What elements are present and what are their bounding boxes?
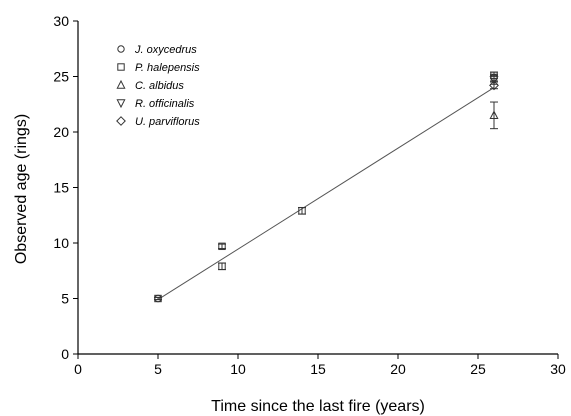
legend-marker-diamond <box>116 116 126 126</box>
axes: 0 5 10 15 20 25 30 0 5 10 15 20 25 30 <box>53 13 566 377</box>
y-tick-label: 10 <box>53 235 69 251</box>
data-point-diamond <box>489 80 499 91</box>
x-tick-label: 0 <box>74 361 82 377</box>
y-tick-label: 0 <box>61 346 69 362</box>
legend-marker-circle <box>117 45 125 53</box>
fit-line <box>157 87 495 301</box>
y-tick-label: 15 <box>53 180 69 196</box>
legend: J. oxycedrus P. halepensis C. albidus R. of… <box>116 44 200 128</box>
y-axis-title: Observed age (rings) <box>13 114 30 264</box>
x-tick-label: 5 <box>154 361 162 377</box>
legend-marker-triangle-down <box>116 99 126 109</box>
x-tick-label: 10 <box>230 361 246 377</box>
y-tick-label: 30 <box>53 13 69 29</box>
data-point-square <box>154 294 162 303</box>
legend-label: U. parviflorus <box>135 116 200 128</box>
data-points <box>154 71 499 303</box>
legend-label: C. albidus <box>135 80 184 92</box>
legend-label: R. officinalis <box>135 98 195 110</box>
legend-label: J. oxycedrus <box>134 44 197 56</box>
y-tick-label: 25 <box>53 69 69 85</box>
x-axis-title: Time since the last fire (years) <box>211 398 425 415</box>
legend-marker-square <box>117 63 125 71</box>
data-point-square <box>218 262 226 271</box>
x-tick-label: 15 <box>310 361 326 377</box>
data-point-triangle-up <box>489 110 499 120</box>
x-tick-label: 25 <box>470 361 486 377</box>
x-tick-label: 30 <box>550 361 566 377</box>
data-point-square <box>218 242 226 251</box>
legend-marker-triangle-up <box>116 79 126 89</box>
y-tick-label: 5 <box>61 291 69 307</box>
y-tick-label: 20 <box>53 124 69 140</box>
data-point-triangle-down <box>489 76 499 85</box>
legend-label: P. halepensis <box>135 62 200 74</box>
fit-line-group <box>157 87 495 301</box>
x-tick-label: 20 <box>390 361 406 377</box>
data-point-square <box>298 207 306 215</box>
